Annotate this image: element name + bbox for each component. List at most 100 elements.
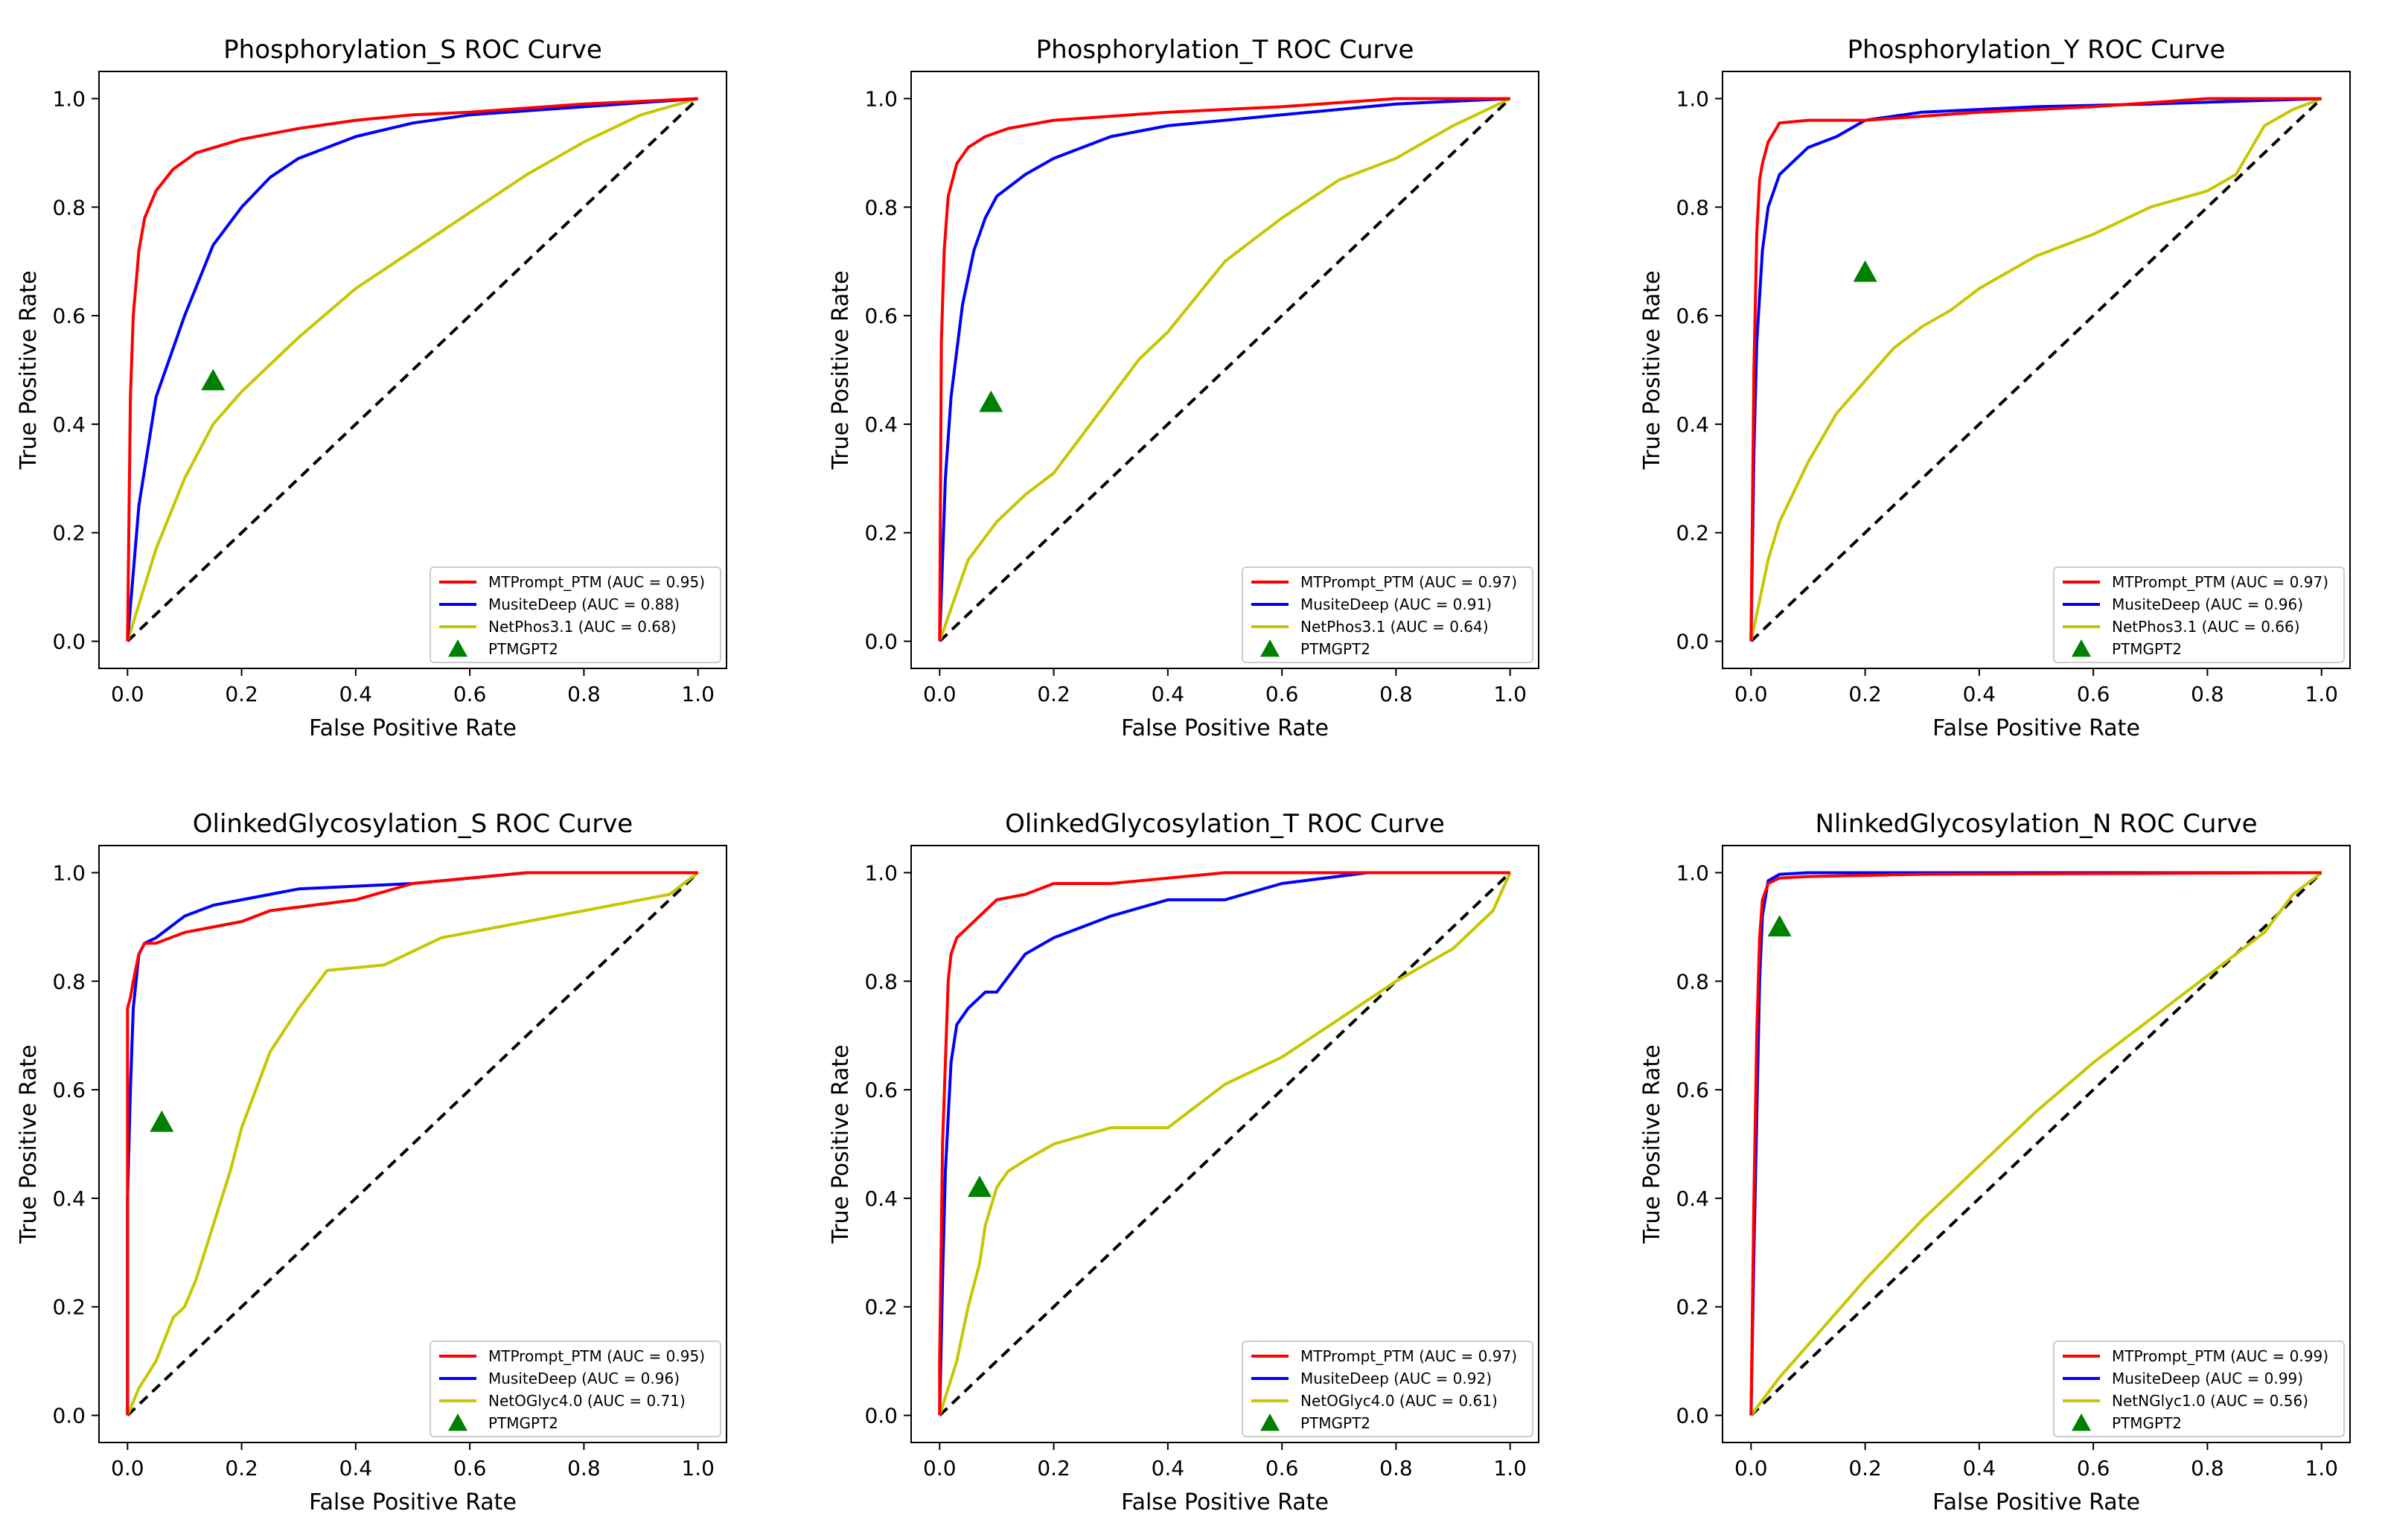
x-tick-label: 0.8 (567, 682, 601, 706)
roc-curve (126, 97, 699, 642)
ptmgpt2-marker (150, 1110, 174, 1132)
chart-title: OlinkedGlycosylation_S ROC Curve (193, 809, 633, 839)
y-tick-label: 0.0 (864, 630, 898, 654)
legend-triangle (448, 1413, 467, 1431)
legend-label: MTPrompt_PTM (AUC = 0.95) (488, 573, 705, 591)
chance-diagonal (126, 872, 700, 1416)
y-tick-label: 1.0 (864, 86, 898, 111)
axes-frame (910, 845, 1539, 1443)
legend-label: MTPrompt_PTM (AUC = 0.97) (1300, 573, 1517, 591)
ptmgpt2-marker (1853, 260, 1877, 282)
y-tick-label: 1.0 (1676, 86, 1709, 111)
x-tick-label: 0.8 (2191, 682, 2224, 706)
y-tick-label: 0.8 (52, 195, 86, 220)
legend-label: MTPrompt_PTM (AUC = 0.99) (2112, 1347, 2328, 1365)
legend-label: MusiteDeep (AUC = 0.91) (1300, 595, 1492, 613)
x-tick-label: 0.2 (1037, 682, 1070, 706)
x-tick-label: 1.0 (2305, 682, 2338, 706)
legend-label: NetPhos3.1 (AUC = 0.66) (2112, 618, 2300, 636)
chance-diagonal (938, 98, 1512, 642)
roc-curve (938, 97, 1511, 642)
legend-label: MusiteDeep (AUC = 0.88) (488, 595, 680, 613)
x-tick-label: 1.0 (681, 1456, 715, 1480)
roc-panel-4: OlinkedGlycosylation_S ROC Curve 0.0 0.2 0.… (16, 809, 727, 1515)
y-tick-label: 0.2 (864, 521, 898, 546)
chart-title: Phosphorylation_Y ROC Curve (1848, 35, 2226, 65)
legend-label: MTPrompt_PTM (AUC = 0.97) (1300, 1347, 1517, 1365)
y-tick-label: 0.2 (52, 521, 86, 546)
x-tick-label: 0.4 (1152, 1456, 1185, 1480)
legend-box (1242, 1341, 1533, 1437)
legend-label: NetNGlyc1.0 (AUC = 0.56) (2112, 1392, 2308, 1410)
x-tick-label: 0.6 (2077, 682, 2110, 706)
chart-title: Phosphorylation_S ROC Curve (223, 35, 602, 65)
y-tick-label: 0.6 (864, 304, 898, 328)
y-axis-label: True Positive Rate (16, 270, 42, 470)
chart-title: OlinkedGlycosylation_T ROC Curve (1005, 809, 1445, 839)
x-tick-label: 1.0 (1493, 682, 1527, 706)
legend-label: NetPhos3.1 (AUC = 0.64) (1300, 618, 1489, 636)
y-tick-label: 0.2 (52, 1295, 86, 1320)
legend-box (430, 566, 721, 663)
axes-frame (1722, 845, 2351, 1443)
x-tick-label: 0.8 (1379, 1456, 1413, 1480)
legend: MTPrompt_PTM (AUC = 0.97) MusiteDeep (AUC… (2053, 566, 2345, 663)
x-tick-label: 1.0 (681, 682, 715, 706)
roc-curve (1749, 97, 2322, 642)
x-tick-label: 0.4 (1963, 1456, 1996, 1480)
roc-curve (126, 97, 698, 642)
roc-curve (938, 871, 1510, 1416)
plot-area (1749, 97, 2323, 642)
legend-box (2053, 566, 2345, 663)
legend-triangle (1260, 639, 1280, 657)
x-axis-label: False Positive Rate (309, 1489, 517, 1515)
chart-title: NlinkedGlycosylation_N ROC Curve (1816, 809, 2258, 839)
legend-label: MTPrompt_PTM (AUC = 0.97) (2112, 573, 2328, 591)
y-axis-label: True Positive Rate (1639, 1044, 1665, 1244)
y-tick-label: 0.2 (1676, 521, 1709, 546)
legend-label: MusiteDeep (AUC = 0.92) (1300, 1370, 1492, 1387)
y-tick-label: 0.4 (864, 412, 898, 437)
y-tick-label: 0.4 (52, 412, 86, 437)
y-tick-label: 0.0 (1676, 630, 1709, 654)
x-tick-label: 0.4 (1963, 682, 1996, 706)
plot-area (126, 97, 700, 642)
roc-curve (1749, 97, 2322, 642)
x-tick-label: 0.0 (111, 1456, 144, 1480)
roc-panel-6: NlinkedGlycosylation_N ROC Curve 0.0 0.2 0.… (1639, 809, 2351, 1515)
x-tick-label: 0.4 (339, 682, 373, 706)
legend-label: PTMGPT2 (2112, 1414, 2182, 1432)
roc-curve (1749, 97, 2322, 642)
roc-curve (938, 871, 1510, 1416)
plot-area (938, 871, 1512, 1416)
legend-label: MTPrompt_PTM (AUC = 0.95) (488, 1347, 705, 1365)
legend-box (1242, 566, 1533, 663)
legend-label: NetPhos3.1 (AUC = 0.68) (488, 618, 677, 636)
y-tick-label: 0.8 (1676, 969, 1709, 994)
ptmgpt2-marker (967, 1175, 992, 1198)
x-tick-label: 0.6 (453, 1456, 487, 1480)
chance-diagonal (1749, 98, 2323, 642)
legend-label: MusiteDeep (AUC = 0.99) (2112, 1370, 2303, 1387)
x-axis-label: False Positive Rate (1932, 715, 2140, 741)
plot-area (1749, 871, 2323, 1416)
y-tick-label: 1.0 (1676, 860, 1709, 885)
y-axis-label: True Positive Rate (16, 1044, 42, 1244)
y-tick-label: 1.0 (52, 860, 86, 885)
ptmgpt2-marker (201, 368, 226, 391)
y-tick-label: 0.2 (1676, 1295, 1709, 1320)
legend-triangle (1260, 1413, 1280, 1431)
x-axis-label: False Positive Rate (1932, 1489, 2140, 1515)
x-tick-label: 0.6 (453, 682, 487, 706)
roc-curve (938, 97, 1510, 642)
x-tick-label: 0.2 (225, 682, 258, 706)
x-tick-label: 0.2 (225, 1456, 258, 1480)
axes-frame (910, 71, 1539, 669)
x-tick-label: 0.8 (2191, 1456, 2224, 1480)
y-tick-label: 0.6 (864, 1078, 898, 1102)
roc-panel-2: Phosphorylation_T ROC Curve 0.0 0.2 0.4 0.6 0… (828, 35, 1539, 741)
y-tick-label: 0.8 (1676, 195, 1709, 220)
y-tick-label: 0.4 (1676, 1186, 1709, 1211)
y-tick-label: 0.6 (1676, 304, 1709, 328)
